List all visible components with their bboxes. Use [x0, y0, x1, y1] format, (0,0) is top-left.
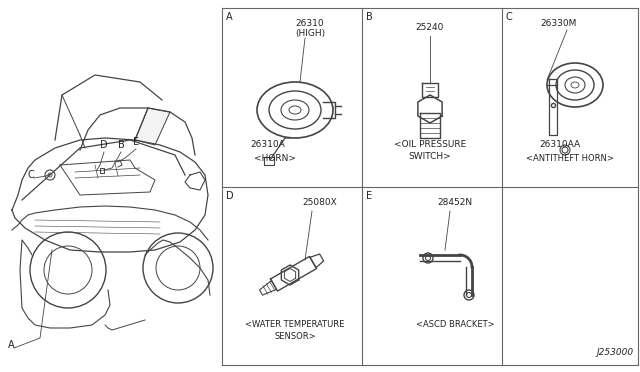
Text: E: E	[133, 137, 139, 147]
Text: A: A	[226, 12, 232, 22]
Text: E: E	[366, 191, 372, 201]
Text: 25240: 25240	[416, 23, 444, 32]
Text: 25080X: 25080X	[303, 198, 337, 207]
Text: 26310AA: 26310AA	[540, 140, 580, 149]
Text: SENSOR>: SENSOR>	[274, 332, 316, 341]
Text: C: C	[506, 12, 513, 22]
Text: <OIL PRESSURE: <OIL PRESSURE	[394, 140, 466, 149]
Text: J253000: J253000	[597, 348, 634, 357]
Polygon shape	[135, 108, 170, 145]
Text: <WATER TEMPERATURE: <WATER TEMPERATURE	[245, 320, 345, 329]
Text: A: A	[8, 340, 15, 350]
Text: B: B	[118, 140, 125, 150]
Text: <ASCD BRACKET>: <ASCD BRACKET>	[416, 320, 494, 329]
Text: 26330M: 26330M	[540, 19, 577, 28]
Text: SWITCH>: SWITCH>	[408, 152, 451, 161]
Text: D: D	[100, 140, 108, 150]
Text: 28452N: 28452N	[437, 198, 472, 207]
Text: D: D	[226, 191, 234, 201]
Text: 26310: 26310	[296, 19, 324, 28]
Text: 26310A: 26310A	[251, 140, 285, 149]
Text: <HORN>: <HORN>	[254, 154, 296, 163]
Text: B: B	[366, 12, 372, 22]
Text: <ANTITHEFT HORN>: <ANTITHEFT HORN>	[526, 154, 614, 163]
Text: (HIGH): (HIGH)	[295, 29, 325, 38]
Text: C: C	[28, 170, 35, 180]
